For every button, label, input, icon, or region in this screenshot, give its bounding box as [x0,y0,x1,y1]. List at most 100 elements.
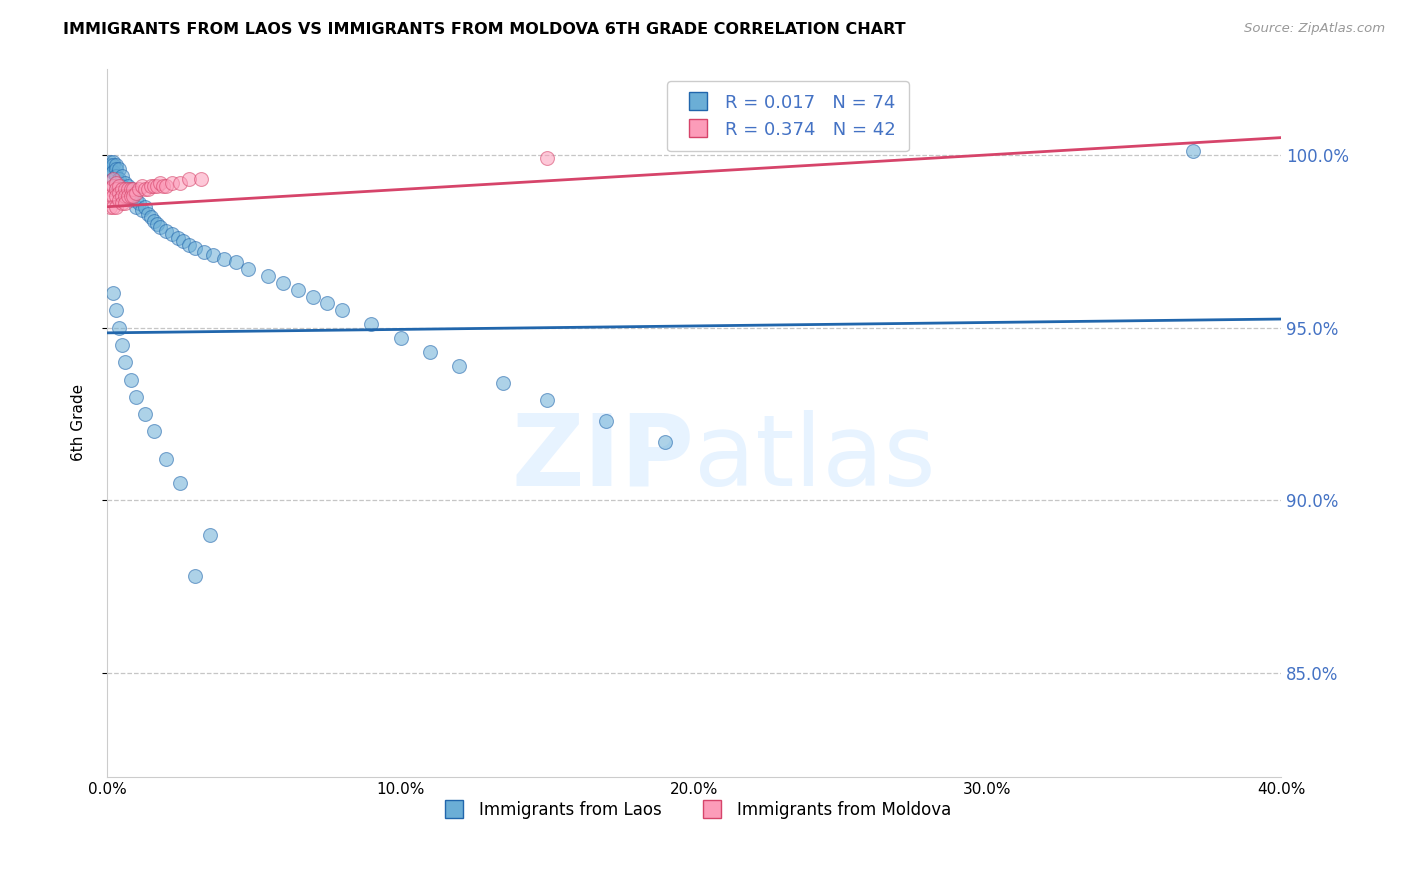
Point [125,390,148,404]
Point [114,189,136,203]
Point [104,158,127,172]
Point [136,207,159,221]
Point [128,182,150,196]
Text: Source: ZipAtlas.com: Source: ZipAtlas.com [1244,22,1385,36]
Point [98,154,121,169]
Point [131,203,153,218]
Point [330,303,353,318]
Point [139,210,162,224]
Point [101,154,124,169]
Point [257,268,280,283]
Point [104,169,127,183]
Point [184,569,207,583]
Point [111,189,134,203]
Point [117,179,139,194]
Point [128,196,150,211]
Point [108,186,131,200]
Point [101,172,124,186]
Point [104,161,127,176]
Point [117,189,139,203]
Point [114,355,136,369]
Point [198,528,221,542]
Point [654,434,676,449]
Point [134,200,156,214]
Point [111,338,134,352]
Point [98,189,121,203]
Point [108,172,131,186]
Point [101,172,124,186]
Point [155,452,177,467]
Point [114,176,136,190]
Point [125,200,148,214]
Point [111,182,134,196]
Point [360,317,382,331]
Point [98,200,121,214]
Point [389,331,412,345]
Point [536,393,558,408]
Point [146,217,169,231]
Text: atlas: atlas [695,409,935,507]
Point [131,179,153,194]
Point [155,224,177,238]
Point [160,176,183,190]
Point [143,213,166,227]
Point [492,376,515,390]
Point [1181,145,1204,159]
Point [120,182,142,196]
Point [169,476,191,491]
Point [101,200,124,214]
Point [98,161,121,176]
Point [108,179,131,194]
Point [193,244,215,259]
Point [117,189,139,203]
Point [139,179,162,194]
Point [120,182,142,196]
Point [179,237,201,252]
Point [190,172,212,186]
Point [536,152,558,166]
Point [108,193,131,207]
Point [172,235,194,249]
Point [149,176,172,190]
Point [184,241,207,255]
Point [301,289,323,303]
Point [143,179,166,194]
Point [236,261,259,276]
Point [101,158,124,172]
Point [125,186,148,200]
Point [287,283,309,297]
Point [104,303,127,318]
Point [117,182,139,196]
Point [101,165,124,179]
Point [271,276,294,290]
Point [101,179,124,194]
Point [143,425,166,439]
Point [122,186,145,200]
Point [98,182,121,196]
Point [111,196,134,211]
Point [166,231,188,245]
Point [108,320,131,334]
Point [108,161,131,176]
Point [134,182,156,196]
Point [120,372,142,386]
Point [149,220,172,235]
Point [104,182,127,196]
Point [120,193,142,207]
Point [101,189,124,203]
Point [449,359,471,373]
Point [114,196,136,211]
Point [214,252,236,266]
Point [104,176,127,190]
Point [114,186,136,200]
Point [101,286,124,301]
Point [595,414,617,428]
Point [169,176,191,190]
Y-axis label: 6th Grade: 6th Grade [72,384,86,461]
Point [104,182,127,196]
Point [111,186,134,200]
Point [125,193,148,207]
Point [114,182,136,196]
Point [134,407,156,421]
Point [201,248,224,262]
